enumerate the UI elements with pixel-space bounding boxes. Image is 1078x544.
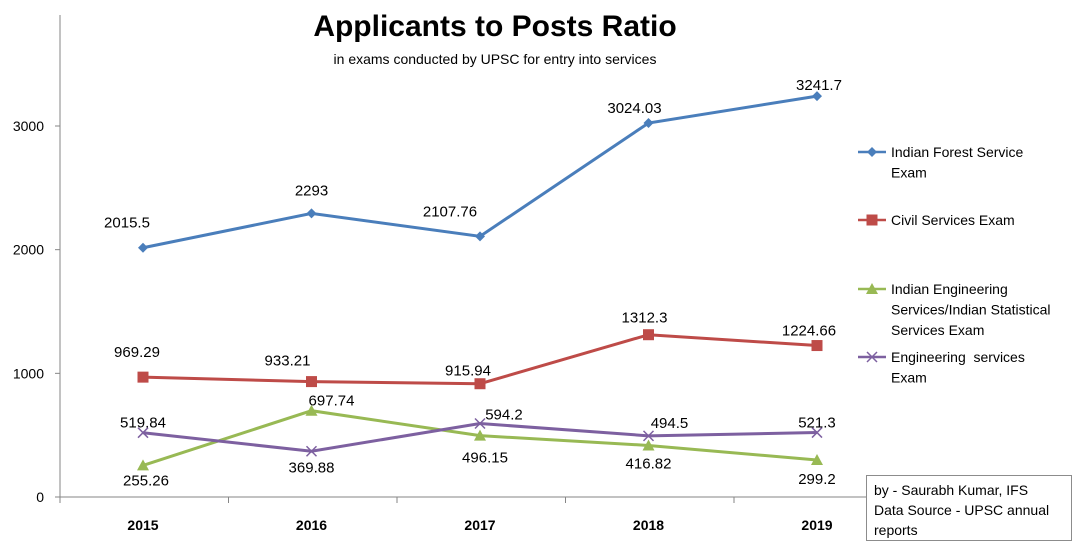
data-point <box>138 242 148 253</box>
data-label: 2293 <box>295 182 328 199</box>
legend-marker <box>866 351 878 363</box>
data-point <box>812 91 822 102</box>
data-label: 3024.03 <box>607 100 661 117</box>
legend-item: Indian Forest Service Exam <box>858 144 1023 181</box>
legend-label: Indian Engineering <box>891 281 1008 297</box>
data-point <box>306 376 317 388</box>
data-label: 1312.3 <box>622 310 668 327</box>
data-point <box>811 453 823 465</box>
annotation-line: by - Saurabh Kumar, IFS <box>874 482 1029 498</box>
legend-marker <box>867 147 877 157</box>
chart-subtitle: in exams conducted by UPSC for entry int… <box>334 51 657 67</box>
legend-label: Indian Forest Service <box>891 144 1023 160</box>
data-point <box>642 430 655 442</box>
legend: Indian Forest Service Exam Civil Services … <box>858 144 1051 386</box>
x-marker-stroke <box>811 427 823 439</box>
data-label: 697.74 <box>309 393 355 410</box>
data-label: 2015.5 <box>104 215 150 232</box>
data-point <box>306 208 317 219</box>
y-tick-label: 3000 <box>13 118 44 134</box>
data-point <box>475 231 485 242</box>
data-point <box>137 427 149 439</box>
data-label: 255.26 <box>123 472 169 489</box>
legend-item: Civil Services Exam <box>858 212 1015 228</box>
data-point <box>474 378 486 390</box>
data-point <box>474 429 486 441</box>
data-point <box>137 371 149 383</box>
legend-label: Exam <box>891 165 927 181</box>
axes: 0 1000 2000 3000 2015 2016 2017 2018 2019 <box>13 15 903 533</box>
x-tick-label: 2019 <box>801 517 832 533</box>
data-point <box>642 439 655 451</box>
x-tick-label: 2015 <box>127 517 158 533</box>
data-point <box>305 445 318 457</box>
x-marker-stroke <box>305 445 318 457</box>
y-tick-label: 1000 <box>13 365 44 381</box>
data-point <box>137 459 149 471</box>
data-label: 933.21 <box>265 353 311 370</box>
legend-marker <box>866 283 878 294</box>
data-label: 915.94 <box>445 363 491 380</box>
x-marker-stroke <box>474 417 486 430</box>
series-line <box>142 94 818 250</box>
y-tick-label: 2000 <box>13 242 44 258</box>
data-label: 369.88 <box>289 459 335 476</box>
data-point <box>811 427 823 439</box>
data-label: 299.2 <box>798 471 836 488</box>
legend-label: Engineering services <box>891 349 1025 365</box>
legend-label: Services Exam <box>891 322 984 338</box>
x-tick-label: 2018 <box>633 517 664 533</box>
data-point <box>643 118 654 129</box>
data-label: 416.82 <box>626 455 672 472</box>
x-tick-label: 2016 <box>296 517 327 533</box>
x-tick-label: 2017 <box>464 517 495 533</box>
legend-item: Engineering services Exam <box>858 349 1025 386</box>
data-point <box>643 329 654 341</box>
chart-title: Applicants to Posts Ratio <box>313 10 676 43</box>
data-label: 521.3 <box>798 415 836 432</box>
y-tick-label: 0 <box>36 489 44 505</box>
data-label: 3241.7 <box>796 77 842 94</box>
legend-label: Exam <box>891 370 927 386</box>
data-point <box>474 417 486 430</box>
x-marker-stroke <box>866 351 878 363</box>
data-label: 494.5 <box>651 415 689 432</box>
plot-area: 2015.5 2293 2107.76 3024.03 3241.7 969.29 933.… <box>104 77 842 489</box>
legend-marker <box>866 214 878 226</box>
annotation-line: Data Source - UPSC annual <box>874 502 1050 518</box>
legend-item: Indian Engineering Services/Indian Statis… <box>858 281 1051 338</box>
data-point <box>305 404 318 416</box>
legend-label: Services/Indian Statistical <box>891 302 1051 318</box>
data-label: 2107.76 <box>423 203 477 220</box>
data-label: 496.15 <box>462 450 508 467</box>
x-marker-stroke <box>137 427 149 439</box>
source-annotation: by - Saurabh Kumar, IFS Data Source - UP… <box>866 475 1072 541</box>
data-label: 594.2 <box>485 407 523 424</box>
data-label: 969.29 <box>114 344 160 361</box>
legend-label: Civil Services Exam <box>891 212 1015 228</box>
annotation-line: reports <box>874 522 918 538</box>
x-marker-stroke <box>642 430 655 442</box>
data-label: 1224.66 <box>782 323 836 340</box>
data-point <box>811 340 823 352</box>
data-label: 519.84 <box>120 415 166 432</box>
